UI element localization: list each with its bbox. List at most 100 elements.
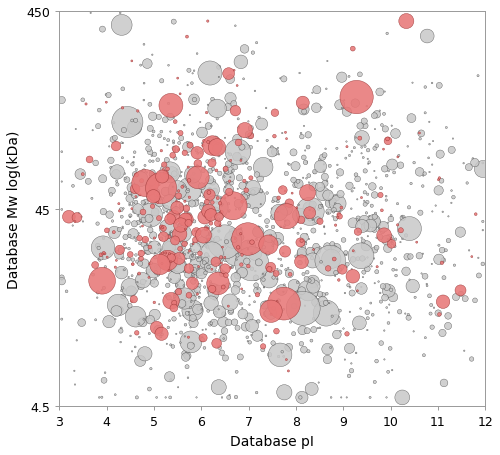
Point xyxy=(216,344,224,351)
Point xyxy=(331,200,339,207)
Point xyxy=(149,132,157,140)
Point xyxy=(177,329,185,336)
Point xyxy=(231,195,239,202)
Point xyxy=(154,271,162,278)
Point xyxy=(318,202,326,209)
Point xyxy=(344,282,352,289)
Point xyxy=(154,241,162,248)
Point xyxy=(298,250,306,258)
Point xyxy=(146,213,154,221)
Point xyxy=(131,344,139,351)
Point xyxy=(328,248,336,255)
Point xyxy=(374,278,382,286)
Point xyxy=(118,22,126,30)
Point xyxy=(382,394,390,401)
Point xyxy=(187,313,195,320)
Point xyxy=(373,111,381,119)
Point xyxy=(146,212,154,219)
Point xyxy=(371,213,379,221)
Point xyxy=(146,239,154,246)
Point xyxy=(372,244,380,252)
Point xyxy=(182,240,190,247)
Point xyxy=(147,365,155,373)
Point xyxy=(226,157,234,165)
Point xyxy=(174,147,182,154)
Point xyxy=(186,324,194,331)
Point xyxy=(274,238,282,246)
Point xyxy=(254,318,262,325)
Point xyxy=(214,280,222,288)
Point xyxy=(420,171,428,178)
Point xyxy=(105,318,113,326)
Point xyxy=(216,222,224,230)
Point xyxy=(187,257,195,264)
Point xyxy=(316,184,324,191)
Point xyxy=(115,201,123,208)
Point xyxy=(168,259,176,266)
Point xyxy=(174,75,182,82)
Point xyxy=(142,180,150,187)
Point xyxy=(204,208,212,215)
Point xyxy=(330,254,338,262)
Point xyxy=(146,244,154,251)
Point xyxy=(328,183,336,191)
Point xyxy=(126,201,134,208)
Point xyxy=(158,260,166,268)
Point xyxy=(388,162,396,169)
Point xyxy=(380,232,388,239)
Point xyxy=(158,331,166,339)
Point xyxy=(226,391,234,399)
Point xyxy=(385,135,393,142)
Point xyxy=(136,235,143,242)
Y-axis label: Database Mw log(kDa): Database Mw log(kDa) xyxy=(7,130,21,288)
Point xyxy=(262,105,270,112)
Point xyxy=(330,207,338,214)
Point xyxy=(348,266,356,273)
Point xyxy=(172,262,180,269)
Point xyxy=(119,293,127,300)
Point xyxy=(112,316,120,323)
Point xyxy=(196,293,203,301)
Point xyxy=(180,295,188,303)
Point xyxy=(226,308,234,316)
Point xyxy=(342,264,350,271)
Point xyxy=(96,107,104,115)
Point xyxy=(170,138,177,146)
Point xyxy=(177,223,185,231)
Point xyxy=(176,263,184,270)
Point xyxy=(158,224,166,231)
Point xyxy=(303,159,311,167)
Point xyxy=(115,251,123,258)
Point xyxy=(208,236,216,243)
Point xyxy=(336,213,344,221)
Point xyxy=(301,147,309,155)
Point xyxy=(280,76,288,83)
Point xyxy=(398,213,406,221)
Point xyxy=(144,268,152,275)
Point xyxy=(361,201,369,208)
Point xyxy=(146,330,154,338)
Point xyxy=(410,328,418,335)
Point xyxy=(397,227,405,234)
Point xyxy=(322,310,330,317)
Point xyxy=(255,259,263,267)
Point xyxy=(334,171,342,178)
Point xyxy=(398,394,406,401)
Point xyxy=(200,138,208,145)
Point xyxy=(479,261,487,268)
Point xyxy=(102,92,110,99)
Point xyxy=(319,292,327,299)
Point xyxy=(207,281,215,288)
Point xyxy=(184,152,192,159)
Point xyxy=(381,294,389,302)
Point xyxy=(280,288,287,296)
Point xyxy=(249,50,257,57)
Point xyxy=(323,178,331,185)
Point xyxy=(338,266,346,273)
Point xyxy=(408,80,416,87)
Point xyxy=(170,140,177,147)
Point xyxy=(392,236,400,243)
Point xyxy=(300,154,308,162)
Point xyxy=(262,333,270,340)
Point xyxy=(108,218,116,225)
